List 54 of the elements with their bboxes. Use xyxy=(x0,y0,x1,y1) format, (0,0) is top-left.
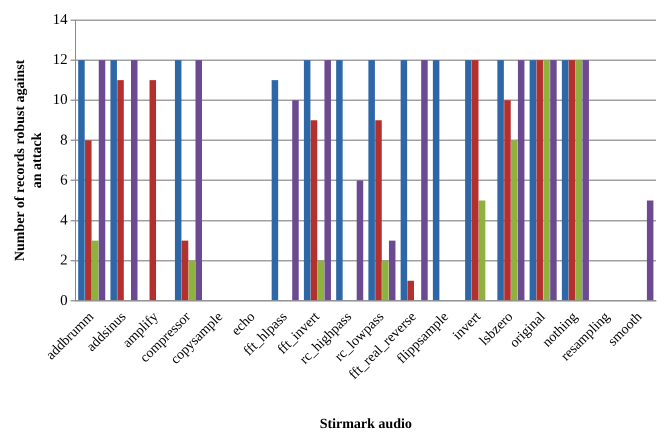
bar xyxy=(646,200,654,300)
bar xyxy=(150,80,156,300)
bar xyxy=(536,60,543,300)
y-tick-label: 2 xyxy=(60,252,68,269)
bar xyxy=(550,60,557,300)
bar xyxy=(582,60,589,300)
bar xyxy=(368,60,375,300)
x-axis-title: Stirmark audio xyxy=(320,417,412,432)
bar xyxy=(85,140,92,300)
bar xyxy=(324,60,331,300)
bar xyxy=(568,60,576,300)
y-tick-label: 10 xyxy=(52,92,68,108)
bar xyxy=(400,60,408,300)
y-tick-label: 4 xyxy=(60,212,68,229)
bar xyxy=(318,260,324,300)
bar xyxy=(98,60,106,300)
bar xyxy=(432,60,440,300)
bar xyxy=(188,260,196,300)
bar xyxy=(478,200,486,300)
bar xyxy=(530,60,536,300)
bar xyxy=(504,100,511,300)
y-tick-label: 12 xyxy=(52,52,68,68)
bar xyxy=(174,60,182,300)
bar xyxy=(130,60,138,300)
y-tick-label: 14 xyxy=(52,12,68,28)
bar xyxy=(388,240,396,300)
bar xyxy=(543,60,550,300)
bar xyxy=(195,60,202,300)
bar xyxy=(117,80,124,300)
bar xyxy=(407,280,414,300)
bar xyxy=(576,60,582,300)
bar xyxy=(382,260,389,300)
bar xyxy=(518,60,524,300)
bar xyxy=(375,120,382,300)
bar xyxy=(336,60,343,300)
y-tick-label: 8 xyxy=(60,132,68,148)
y-tick-label: 0 xyxy=(60,292,68,309)
bar xyxy=(472,60,478,300)
y-tick-label: 6 xyxy=(60,172,68,188)
bar xyxy=(110,60,117,300)
bar xyxy=(182,240,188,300)
bar xyxy=(562,60,568,300)
bar xyxy=(310,120,318,300)
bar xyxy=(272,80,278,300)
bar xyxy=(497,60,504,300)
y-axis-title: Number of records robust against an attack xyxy=(13,59,45,262)
bar xyxy=(465,60,472,300)
bar xyxy=(92,240,98,300)
bar xyxy=(421,60,428,300)
bar xyxy=(78,60,85,300)
bar xyxy=(511,140,518,300)
bar xyxy=(292,100,299,300)
bar xyxy=(304,60,310,300)
bar xyxy=(356,180,364,300)
